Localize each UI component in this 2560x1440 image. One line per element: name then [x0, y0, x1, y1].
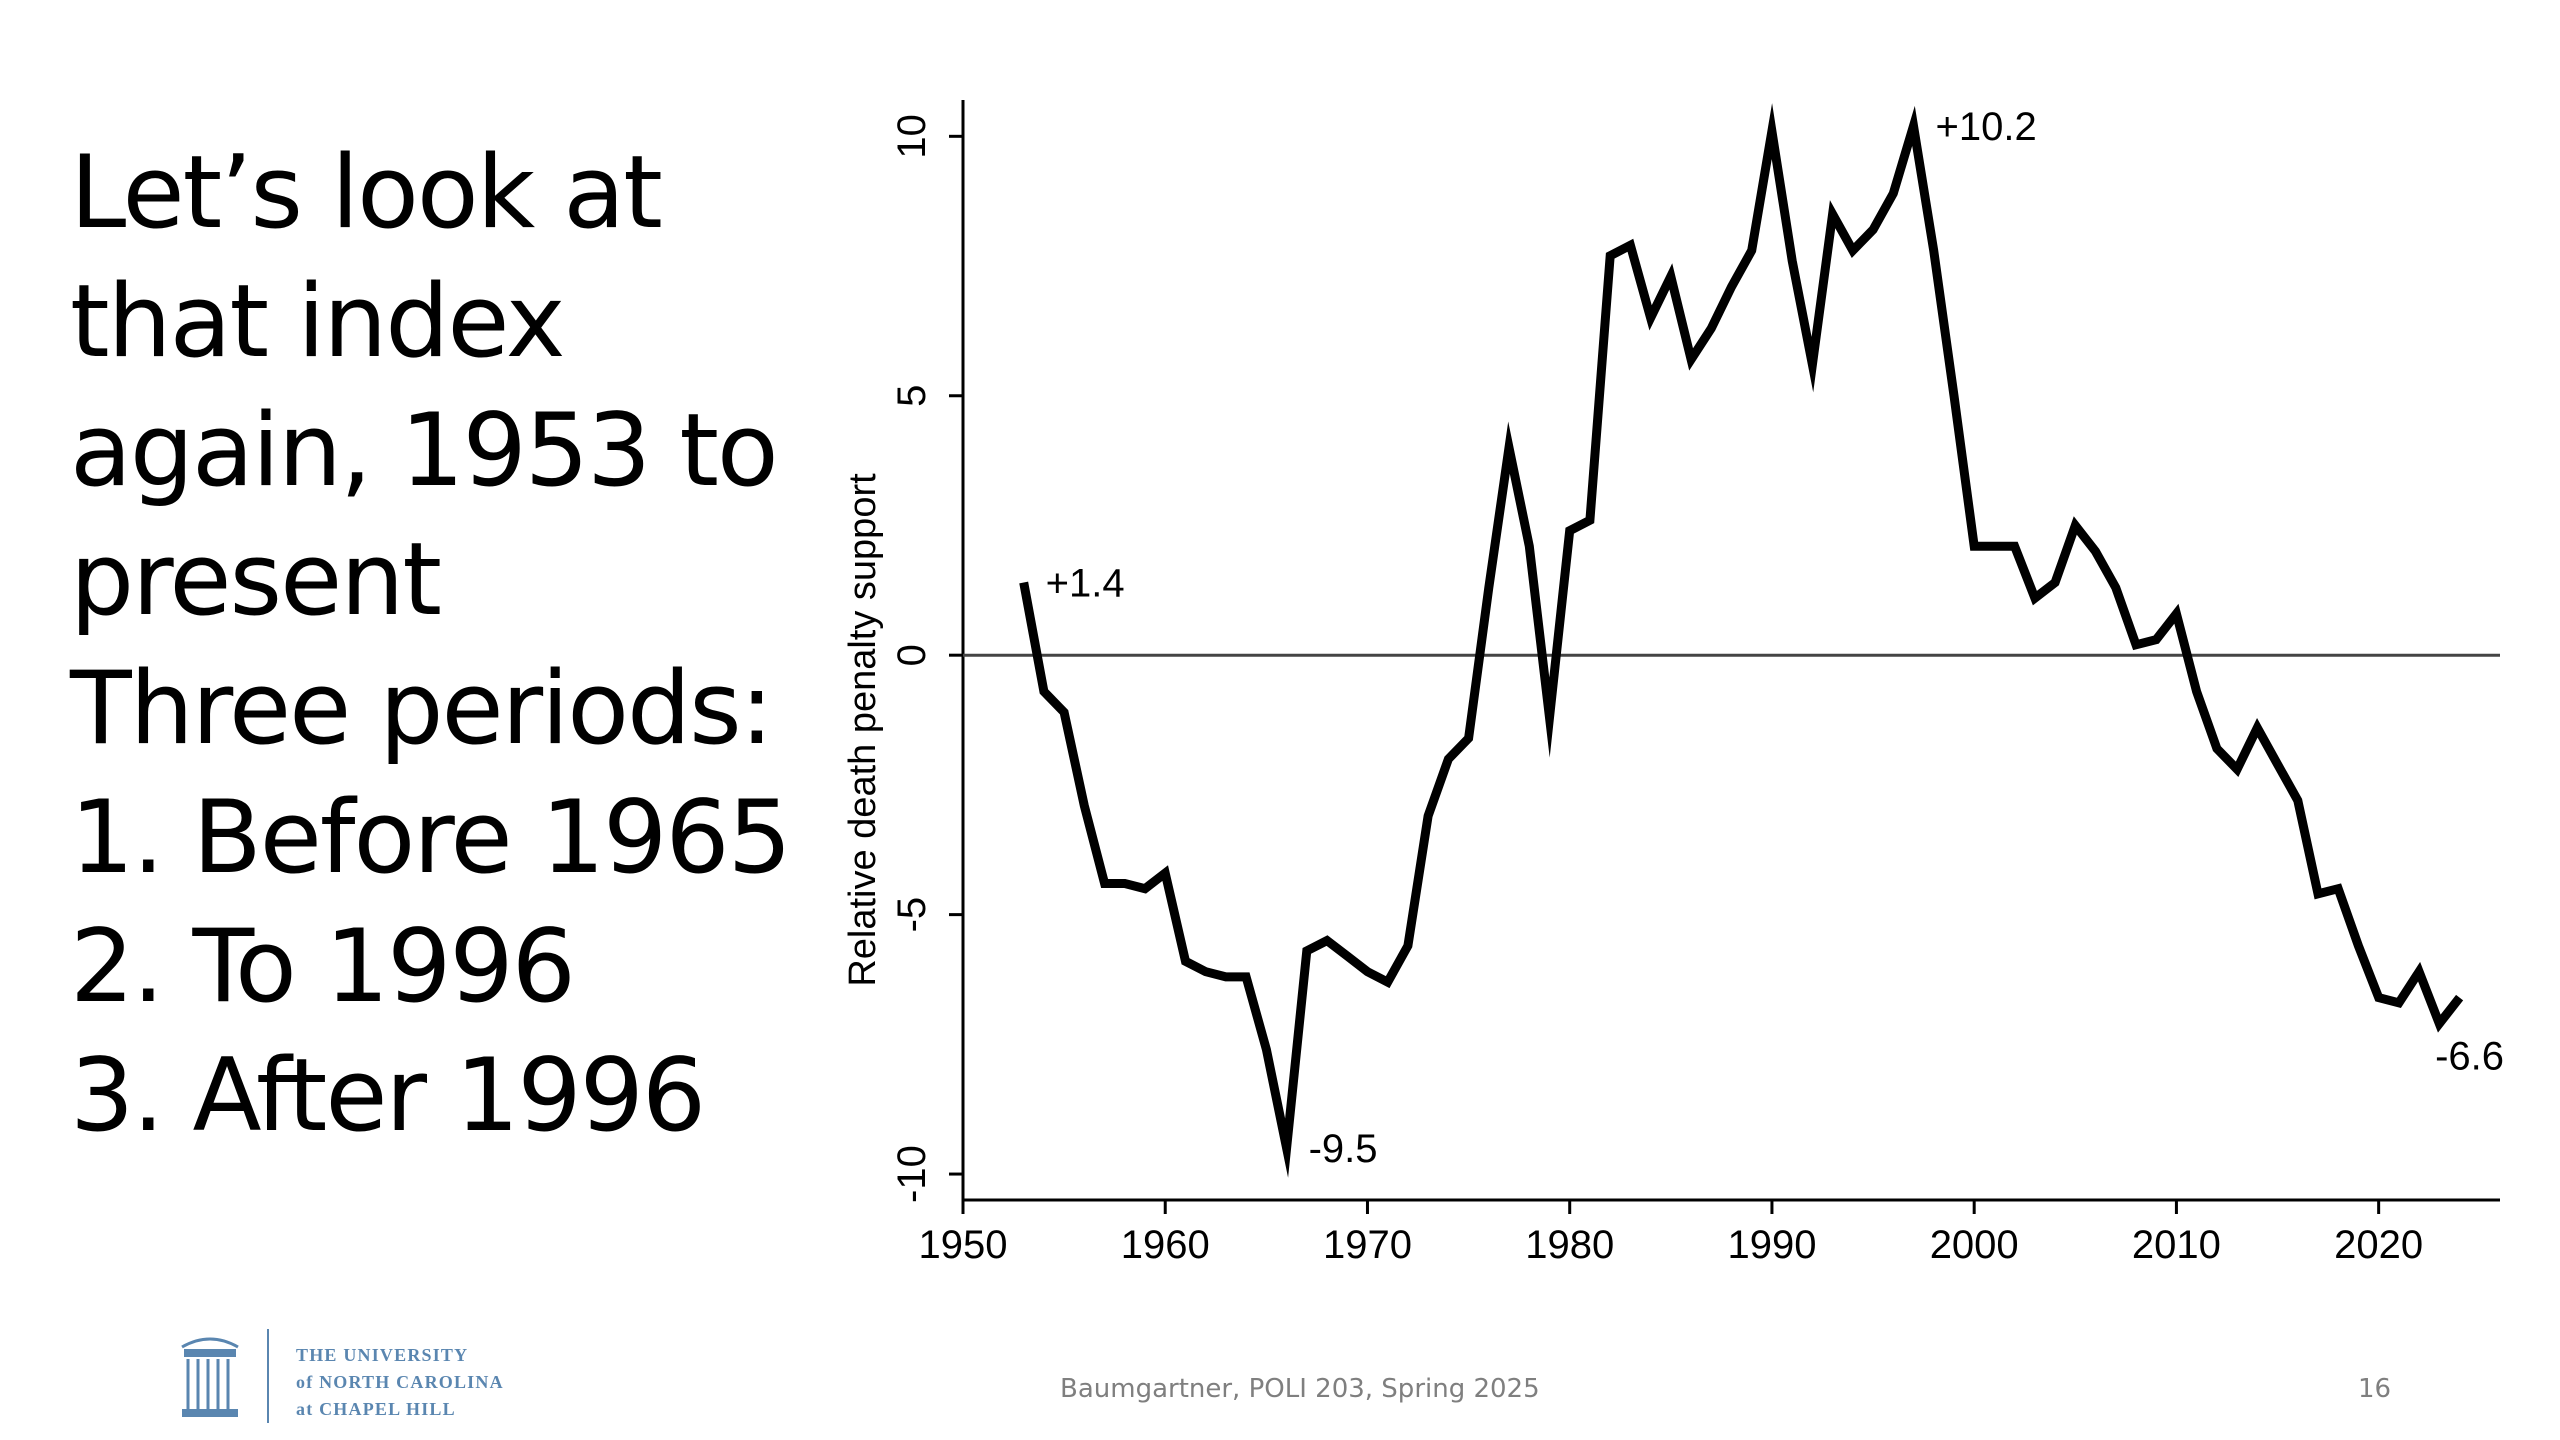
slide-title: Let’s look at that index again, 1953 to … — [70, 128, 830, 1160]
wordmark-line-2: of NORTH CAROLINA — [296, 1372, 504, 1392]
data-label: +1.4 — [1046, 562, 1125, 606]
y-tick-label: 5 — [890, 385, 934, 407]
title-line: again, 1953 to — [70, 391, 779, 509]
title-line: present — [70, 520, 442, 638]
data-label: -6.6 — [2435, 1035, 2504, 1079]
chart-axes: 1950 1960 1970 1980 1990 2000 2010 2020 -10 -5 0 5 1… — [890, 100, 2500, 1267]
title-line: Let’s look at — [70, 133, 663, 251]
series-line — [1019, 103, 2464, 1178]
wordmark-line-3: at CHAPEL HILL — [296, 1399, 456, 1419]
title-line: that index — [70, 262, 566, 380]
y-tick-label: 0 — [890, 644, 934, 666]
university-wordmark: THE UNIVERSITY of NORTH CAROLINA at CHAP… — [296, 1342, 504, 1423]
y-axis-label: Relative death penalty support — [842, 473, 884, 987]
x-tick-label: 1980 — [1525, 1223, 1614, 1267]
title-line: Three periods: — [70, 649, 774, 767]
y-tick-label: 10 — [890, 114, 934, 159]
x-tick-label: 1990 — [1727, 1223, 1816, 1267]
title-line: 2. To 1996 — [70, 907, 576, 1025]
chart-labels: Relative death penalty support +1.4 -9.5 +1… — [842, 105, 2504, 1171]
x-tick-label: 1960 — [1121, 1223, 1210, 1267]
x-tick-label: 2000 — [1930, 1223, 2019, 1267]
unc-logo — [181, 1329, 269, 1423]
x-tick-label: 1970 — [1323, 1223, 1412, 1267]
slide-footer: Baumgartner, POLI 203, Spring 2025 — [1060, 1374, 1540, 1404]
data-label: -9.5 — [1309, 1127, 1378, 1171]
x-tick-label: 2020 — [2334, 1223, 2423, 1267]
x-tick-label: 2010 — [2132, 1223, 2221, 1267]
title-line: 3. After 1996 — [70, 1036, 706, 1154]
wordmark-line-1: THE UNIVERSITY — [296, 1345, 469, 1365]
x-tick-label: 1950 — [919, 1223, 1008, 1267]
title-line: 1. Before 1965 — [70, 778, 792, 896]
old-well-icon — [181, 1337, 239, 1417]
data-label: +10.2 — [1936, 105, 2037, 149]
chart-series — [1019, 103, 2464, 1178]
y-tick-label: -10 — [890, 1145, 934, 1203]
slide-number: 16 — [2358, 1374, 2392, 1404]
y-tick-label: -5 — [890, 897, 934, 933]
